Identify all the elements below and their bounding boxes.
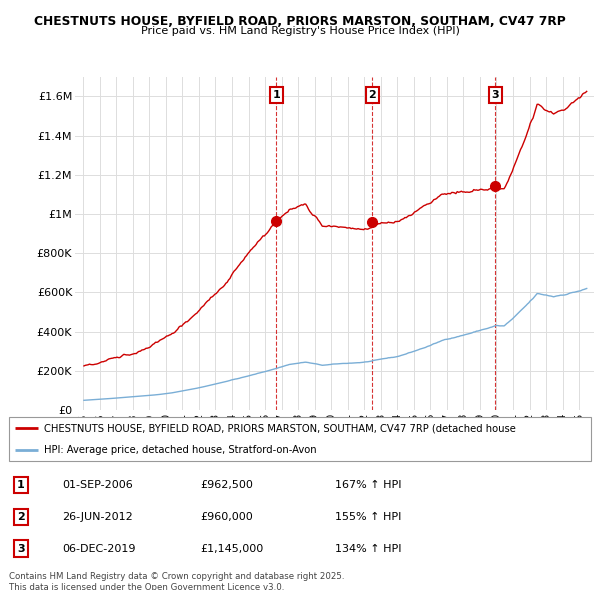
Text: £960,000: £960,000 (200, 512, 253, 522)
Text: Contains HM Land Registry data © Crown copyright and database right 2025.
This d: Contains HM Land Registry data © Crown c… (9, 572, 344, 590)
Text: 3: 3 (17, 543, 25, 553)
Text: 2: 2 (17, 512, 25, 522)
Text: 26-JUN-2012: 26-JUN-2012 (62, 512, 133, 522)
Text: 01-SEP-2006: 01-SEP-2006 (62, 480, 133, 490)
Text: £962,500: £962,500 (200, 480, 253, 490)
Text: Price paid vs. HM Land Registry's House Price Index (HPI): Price paid vs. HM Land Registry's House … (140, 26, 460, 36)
Text: 134% ↑ HPI: 134% ↑ HPI (335, 543, 402, 553)
Text: £1,145,000: £1,145,000 (200, 543, 263, 553)
Text: CHESTNUTS HOUSE, BYFIELD ROAD, PRIORS MARSTON, SOUTHAM, CV47 7RP: CHESTNUTS HOUSE, BYFIELD ROAD, PRIORS MA… (34, 15, 566, 28)
FancyBboxPatch shape (9, 417, 591, 461)
Text: 06-DEC-2019: 06-DEC-2019 (62, 543, 136, 553)
Text: HPI: Average price, detached house, Stratford-on-Avon: HPI: Average price, detached house, Stra… (44, 445, 317, 455)
Text: 2: 2 (368, 90, 376, 100)
Text: CHESTNUTS HOUSE, BYFIELD ROAD, PRIORS MARSTON, SOUTHAM, CV47 7RP (detached house: CHESTNUTS HOUSE, BYFIELD ROAD, PRIORS MA… (44, 423, 516, 433)
Text: 155% ↑ HPI: 155% ↑ HPI (335, 512, 401, 522)
Text: 1: 1 (272, 90, 280, 100)
Text: 3: 3 (491, 90, 499, 100)
Text: 1: 1 (17, 480, 25, 490)
Text: 167% ↑ HPI: 167% ↑ HPI (335, 480, 402, 490)
